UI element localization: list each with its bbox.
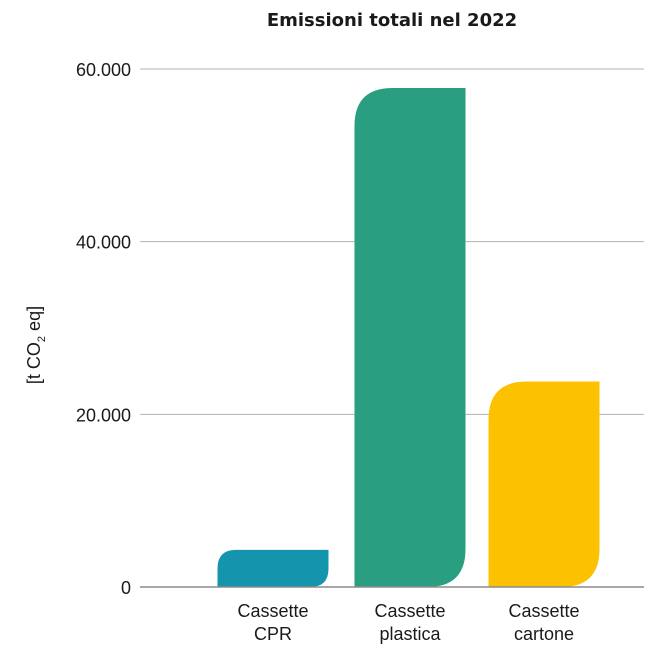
x-tick-label: Cassette: [374, 601, 445, 621]
y-tick-label: 60.000: [76, 60, 131, 80]
y-tick-label: 0: [121, 578, 131, 598]
chart-title: Emissioni totali nel 2022: [266, 10, 518, 31]
x-tick-label: CPR: [254, 624, 292, 644]
y-tick-label: 20.000: [76, 405, 131, 425]
y-tick-label: 40.000: [76, 233, 131, 253]
bar: [488, 381, 600, 587]
x-tick-label: plastica: [379, 624, 441, 644]
bar: [217, 549, 329, 587]
bar: [354, 87, 466, 587]
x-tick-label: Cassette: [508, 601, 579, 621]
x-tick-label: cartone: [514, 624, 574, 644]
x-tick-label: Cassette: [237, 601, 308, 621]
